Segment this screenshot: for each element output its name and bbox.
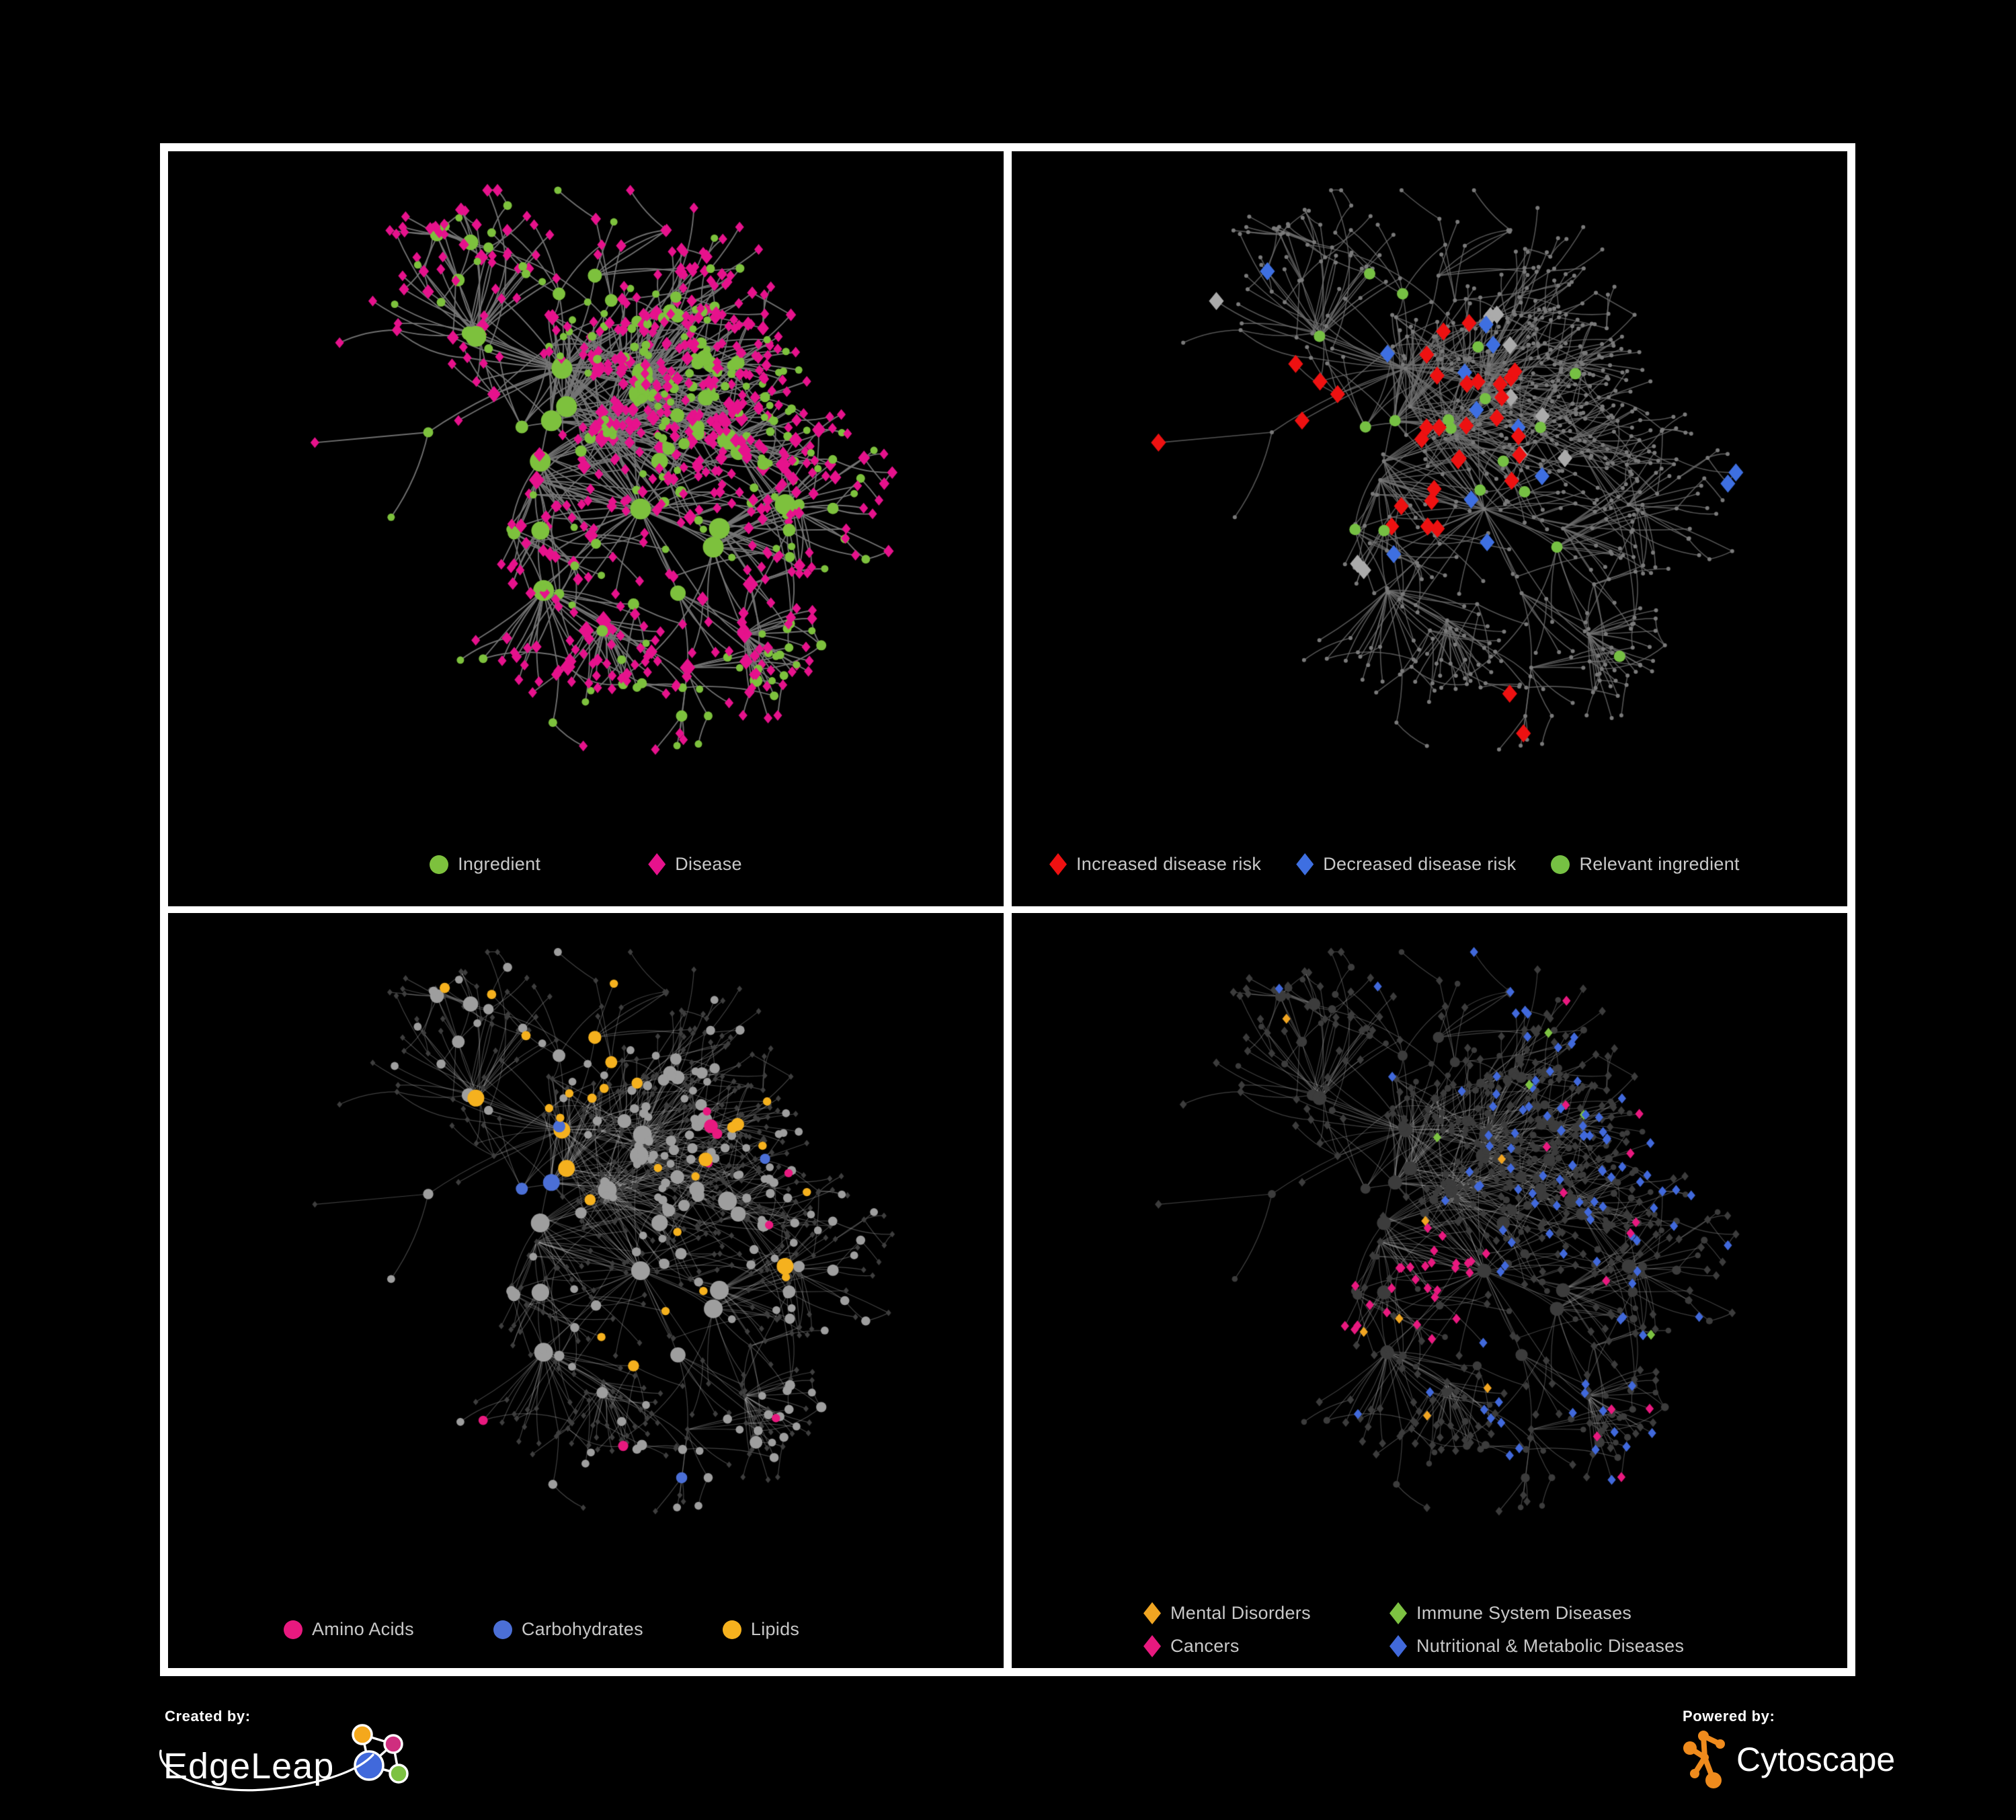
legend-item-disease: Disease [648,853,742,875]
disease-risk-legend: Increased disease risk Decreased disease … [1012,853,1847,875]
circle-swatch-icon [430,855,449,874]
legend-item-decreased-disease-risk: Decreased disease risk [1296,853,1516,875]
diamond-swatch-icon [1049,853,1067,875]
diamond-swatch-icon [1143,1635,1161,1657]
panel-ingredient-disease: Ingredient Disease [168,151,1004,906]
created-by-label: Created by: [165,1708,251,1725]
ingredient-disease-network-canvas [168,151,1004,906]
legend-item-carbohydrates: Carbohydrates [493,1619,643,1640]
legend-label: Carbohydrates [521,1619,643,1639]
edgeleap-branding: Created by: EdgeLeap [159,1708,473,1815]
panel-disease-classes: Mental Disorders Immune System Diseases Ca… [1012,913,1847,1668]
disease-class-network-canvas [1012,913,1847,1668]
legend-item-mental-disorders: Mental Disorders [1143,1602,1389,1624]
cytoscape-logo-text: Cytoscape [1736,1741,1896,1778]
diamond-swatch-icon [1296,853,1314,875]
cytoscape-branding: Powered by: Cytoscape [1683,1708,1965,1815]
ingredient-disease-legend: Ingredient Disease [168,853,1004,875]
disease-risk-network-canvas [1012,151,1847,906]
legend-item-immune-system-diseases: Immune System Diseases [1389,1602,1684,1624]
edgeleap-logo-text: EdgeLeap [163,1746,335,1786]
horizontal-divider-left [168,906,1004,913]
legend-label: Cancers [1170,1636,1240,1656]
legend-label: Disease [675,854,742,874]
legend-item-relevant-ingredient: Relevant ingredient [1551,854,1740,875]
legend-item-nutritional-metabolic-diseases: Nutritional & Metabolic Diseases [1389,1635,1684,1657]
legend-label: Decreased disease risk [1323,854,1517,874]
nutrient-class-legend: Amino Acids Carbohydrates Lipids [168,1619,1004,1640]
legend-item-lipids: Lipids [722,1619,800,1640]
legend-label: Lipids [750,1619,800,1639]
disease-class-legend: Mental Disorders Immune System Diseases Ca… [1012,1602,1847,1657]
circle-swatch-icon [284,1620,303,1639]
legend-label: Amino Acids [312,1619,414,1639]
vertical-divider-bottom [1004,913,1012,1668]
panel-disease-risk: Increased disease risk Decreased disease … [1012,151,1847,906]
diamond-swatch-icon [1389,1602,1407,1624]
legend-label: Relevant ingredient [1579,854,1740,874]
network-grid-frame: Ingredient Disease Increased disease risk… [160,143,1855,1676]
edgeleap-network-logo-icon [352,1724,409,1784]
legend-label: Ingredient [458,854,541,874]
diamond-swatch-icon [648,853,666,875]
circle-swatch-icon [1551,855,1570,874]
nutrient-class-network-canvas [168,913,1004,1668]
legend-item-cancers: Cancers [1143,1635,1389,1657]
circle-swatch-icon [722,1620,741,1639]
panel-nutrient-classes: Amino Acids Carbohydrates Lipids [168,913,1004,1668]
circle-swatch-icon [493,1620,512,1639]
legend-item-increased-disease-risk: Increased disease risk [1049,853,1261,875]
cytoscape-logo-icon [1683,1731,1725,1788]
diamond-swatch-icon [1143,1602,1161,1624]
diamond-swatch-icon [1389,1635,1407,1657]
horizontal-divider-right [1012,906,1847,913]
powered-by-label: Powered by: [1683,1708,1775,1725]
vertical-divider [1004,151,1012,906]
legend-label: Nutritional & Metabolic Diseases [1416,1636,1685,1656]
legend-label: Immune System Diseases [1416,1603,1632,1623]
legend-item-ingredient: Ingredient [430,854,540,875]
divider-center [1004,906,1012,913]
legend-label: Mental Disorders [1170,1603,1311,1623]
legend-item-amino-acids: Amino Acids [284,1619,414,1640]
legend-label: Increased disease risk [1076,854,1262,874]
